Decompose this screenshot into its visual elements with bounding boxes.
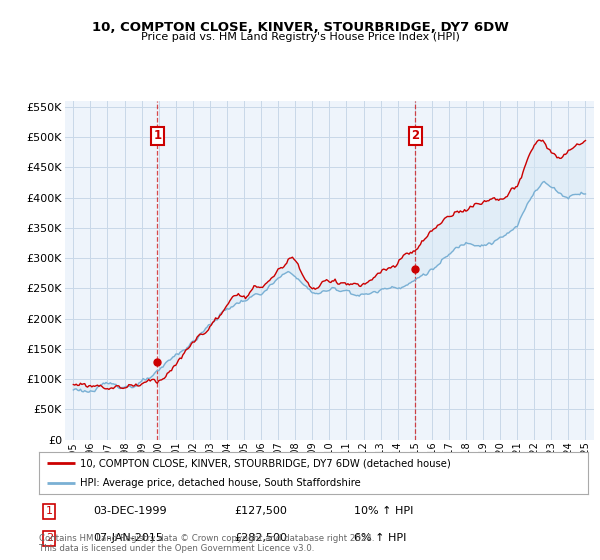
Text: 10, COMPTON CLOSE, KINVER, STOURBRIDGE, DY7 6DW (detached house): 10, COMPTON CLOSE, KINVER, STOURBRIDGE, … — [80, 458, 451, 468]
Text: Contains HM Land Registry data © Crown copyright and database right 2024.
This d: Contains HM Land Registry data © Crown c… — [39, 534, 374, 553]
Text: Price paid vs. HM Land Registry's House Price Index (HPI): Price paid vs. HM Land Registry's House … — [140, 32, 460, 43]
Text: 2: 2 — [411, 129, 419, 142]
Text: 07-JAN-2015: 07-JAN-2015 — [93, 533, 163, 543]
Text: £127,500: £127,500 — [234, 506, 287, 516]
Text: 2: 2 — [46, 533, 53, 543]
Text: 03-DEC-1999: 03-DEC-1999 — [93, 506, 167, 516]
Text: 10, COMPTON CLOSE, KINVER, STOURBRIDGE, DY7 6DW: 10, COMPTON CLOSE, KINVER, STOURBRIDGE, … — [92, 21, 508, 34]
Text: 1: 1 — [153, 129, 161, 142]
Text: 1: 1 — [46, 506, 53, 516]
Text: HPI: Average price, detached house, South Staffordshire: HPI: Average price, detached house, Sout… — [80, 478, 361, 488]
Text: £282,500: £282,500 — [234, 533, 287, 543]
Text: 10% ↑ HPI: 10% ↑ HPI — [354, 506, 413, 516]
Text: 6% ↑ HPI: 6% ↑ HPI — [354, 533, 406, 543]
